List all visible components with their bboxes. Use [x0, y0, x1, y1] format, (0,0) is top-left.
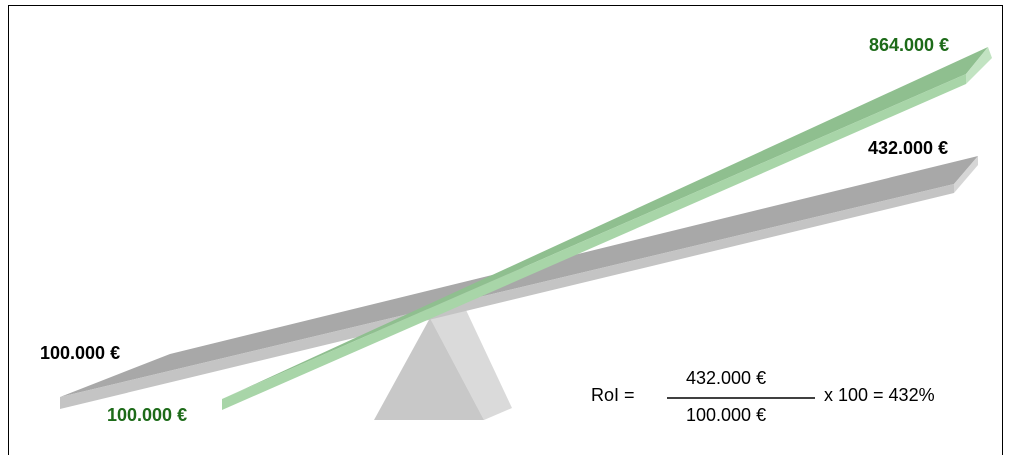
gray-right-value: 432.000 € [868, 138, 949, 158]
fulcrum-side [430, 310, 512, 420]
green-beam-top [222, 47, 988, 399]
formula-suffix: x 100 = 432% [824, 385, 935, 405]
gray-beam [60, 156, 978, 409]
green-beam [222, 47, 992, 410]
fulcrum-front [374, 318, 484, 420]
green-beam-end [966, 47, 992, 84]
diagram-frame [8, 5, 1003, 455]
green-beam-front [222, 74, 966, 410]
gray-left-value: 100.000 € [40, 343, 121, 363]
green-right-value: 864.000 € [869, 35, 950, 55]
gray-beam-front [60, 184, 954, 409]
green-left-value: 100.000 € [107, 405, 188, 425]
formula-prefix: RoI = [591, 385, 635, 405]
formula-denominator: 100.000 € [686, 405, 767, 425]
gray-beam-end [954, 156, 978, 193]
formula-numerator: 432.000 € [686, 368, 767, 388]
fulcrum [374, 310, 512, 420]
